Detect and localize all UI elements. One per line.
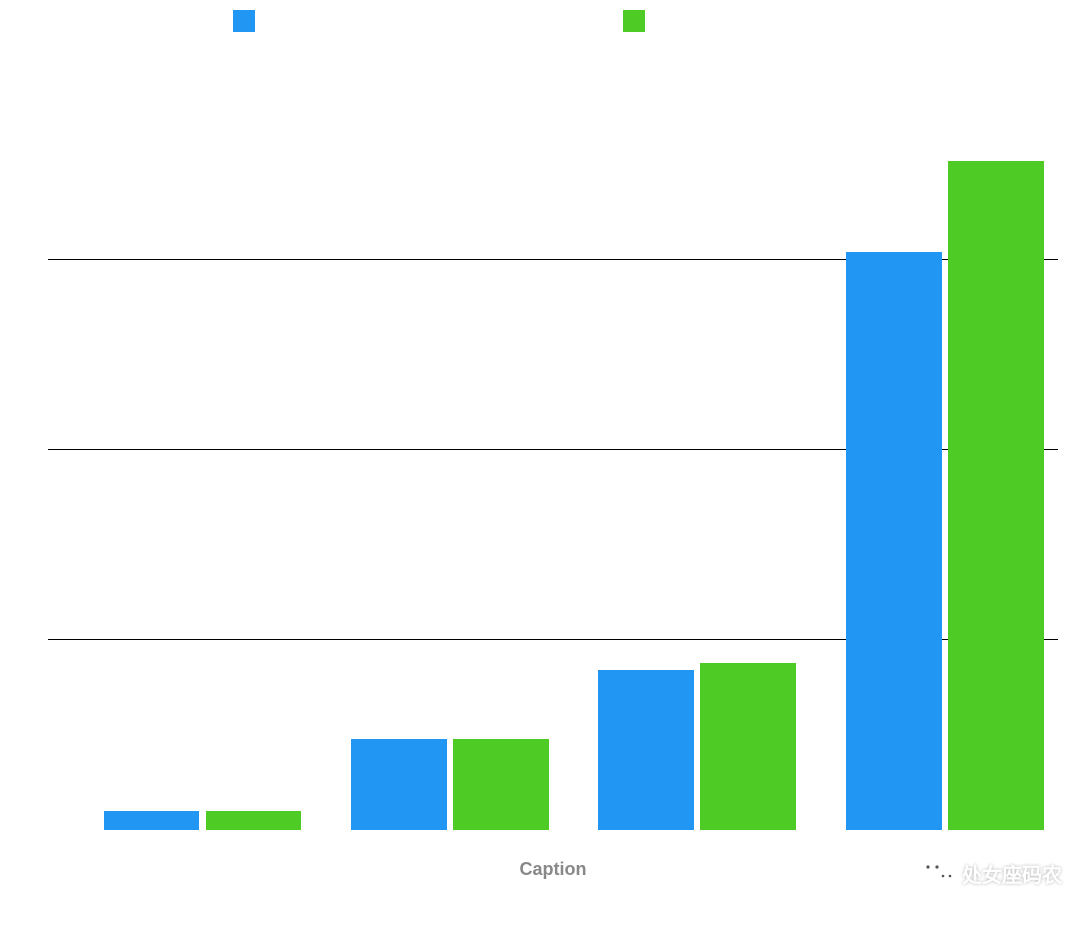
bar	[351, 739, 447, 830]
bar	[104, 811, 200, 830]
legend-item-1	[233, 10, 255, 32]
wechat-text: 处女座码农	[962, 859, 1062, 888]
legend	[48, 6, 1058, 36]
wechat-icon	[920, 857, 958, 889]
wechat-watermark: 处女座码农	[920, 857, 1062, 889]
bar	[948, 161, 1044, 830]
bar	[846, 252, 942, 830]
plot-area	[48, 70, 1058, 830]
bar	[598, 670, 694, 830]
legend-item-2	[623, 10, 645, 32]
chart-caption: Caption	[48, 859, 1058, 880]
chart-container: Caption	[48, 0, 1058, 880]
bar	[700, 663, 796, 830]
bar	[206, 811, 302, 830]
legend-swatch-2	[623, 10, 645, 32]
bar	[453, 739, 549, 830]
legend-swatch-1	[233, 10, 255, 32]
